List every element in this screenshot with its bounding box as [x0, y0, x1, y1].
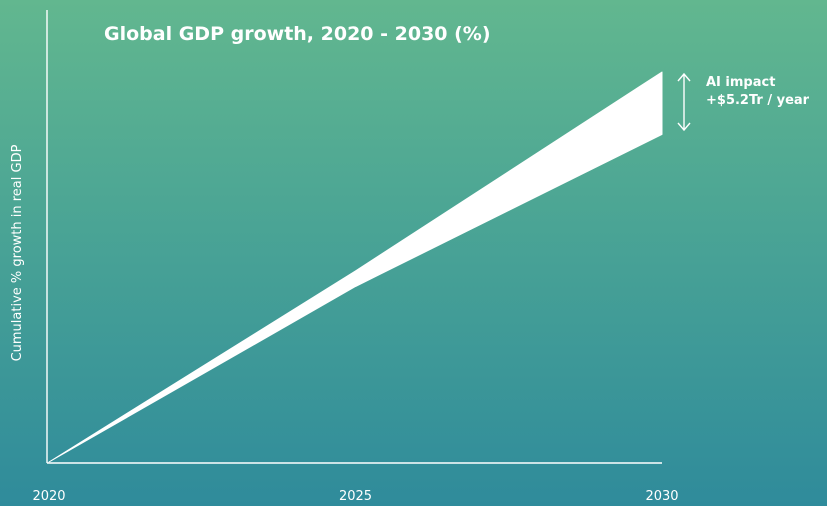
y-axis-label: Cumulative % growth in real GDP	[10, 144, 25, 361]
x-tick-label-2020: 2020	[32, 489, 65, 504]
x-tick-label-2030: 2030	[645, 489, 678, 504]
x-tick-label-2025: 2025	[339, 489, 372, 504]
gdp-growth-band	[48, 71, 663, 463]
impact-arrow	[677, 72, 691, 132]
x-tick-labels: 2020 2025 2030	[32, 489, 678, 504]
annotation-ai-impact: AI impact	[706, 75, 775, 90]
annotation-value: +$5.2Tr / year	[706, 93, 810, 108]
chart-title: Global GDP growth, 2020 - 2030 (%)	[104, 23, 491, 45]
growth-band-group	[48, 71, 663, 463]
